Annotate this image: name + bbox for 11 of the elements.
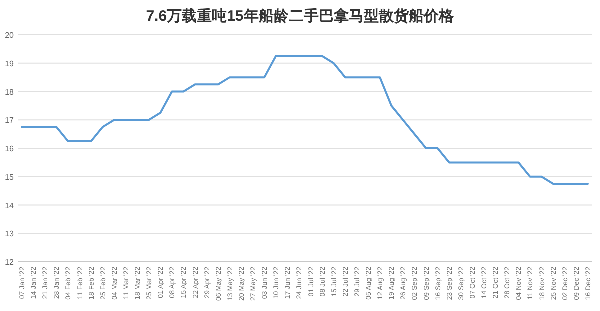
y-tick-label: 20 [5,31,15,40]
y-tick-label: 12 [5,258,15,267]
y-tick-label: 19 [5,59,15,68]
y-tick-label: 14 [5,201,15,210]
chart-title: 7.6万载重吨15年船龄二手巴拿马型散货船价格 [146,8,455,25]
y-tick-label: 16 [5,144,15,154]
line-series [21,55,589,185]
y-tick-label: 13 [5,230,15,239]
y-tick-label: 17 [5,116,15,126]
y-tick-label: 18 [5,88,15,97]
y-tick-label: 15 [5,172,15,182]
